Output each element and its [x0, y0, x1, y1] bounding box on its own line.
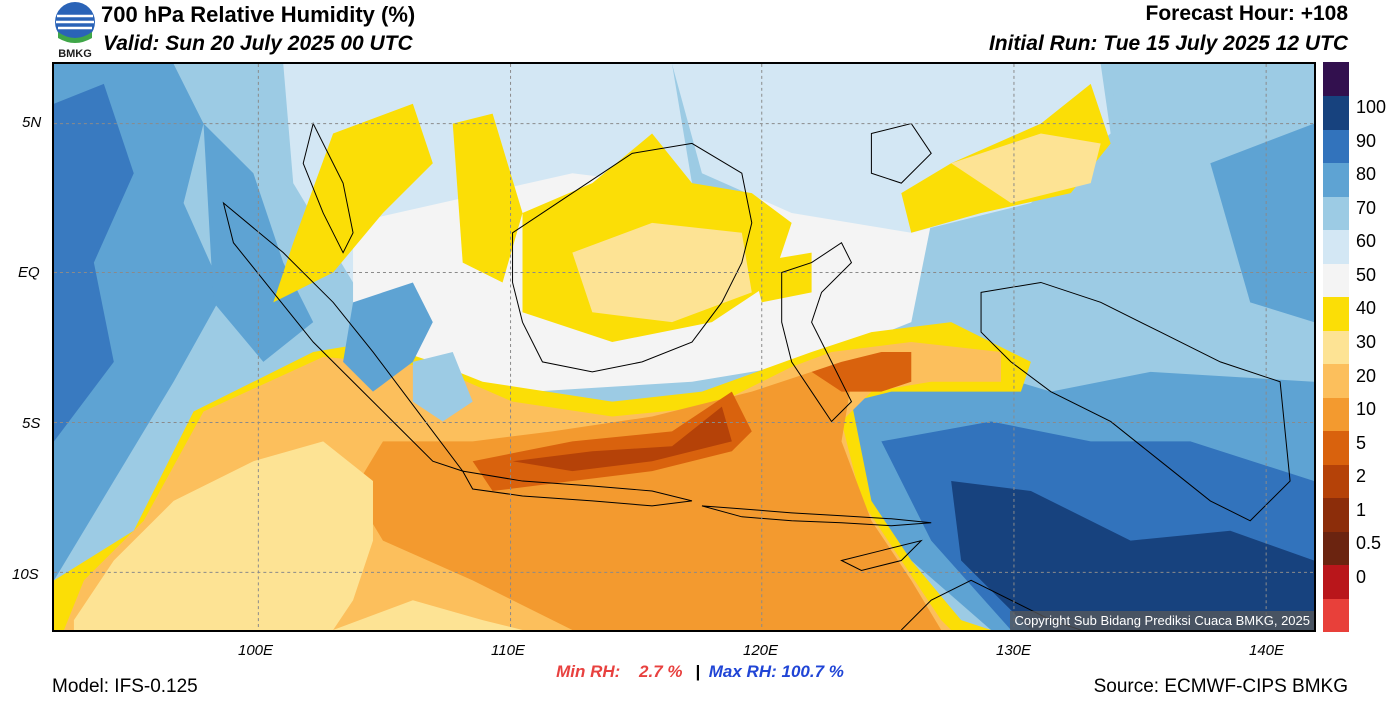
logo-text: BMKG — [58, 48, 92, 60]
rh-separator: | — [695, 662, 701, 681]
colorbar-label: 2 — [1356, 466, 1367, 487]
lon-label-130e: 130E — [996, 642, 1032, 659]
colorbar-segment — [1323, 497, 1349, 532]
colorbar-label: 90 — [1356, 130, 1377, 151]
source-label: Source: ECMWF-CIPS BMKG — [1093, 676, 1348, 697]
forecast-hour: Forecast Hour: +108 — [1145, 2, 1349, 25]
lat-label-5s: 5S — [22, 415, 41, 432]
colorbar-segment — [1323, 363, 1349, 398]
colorbar-segment — [1323, 464, 1349, 499]
colorbar-segment — [1323, 129, 1349, 164]
lat-label-10s: 10S — [12, 566, 39, 583]
rh-stats: Min RH: 2.7 % | Max RH: 100.7 % — [0, 662, 1400, 686]
lon-label-110e: 110E — [491, 642, 525, 659]
colorbar-segment — [1323, 263, 1349, 298]
bmkg-logo: BMKG — [55, 2, 95, 60]
max-rh-label: Max RH: — [708, 662, 777, 681]
max-rh-value: 100.7 % — [781, 662, 844, 681]
colorbar — [1323, 62, 1349, 633]
initial-run: Initial Run: Tue 15 July 2025 12 UTC — [988, 32, 1348, 55]
colorbar-segment — [1323, 229, 1349, 264]
min-rh-value: 2.7 % — [639, 662, 683, 681]
colorbar-segment — [1323, 296, 1349, 331]
chart-title: 700 hPa Relative Humidity (%) — [101, 2, 416, 27]
colorbar-segment — [1323, 62, 1349, 97]
colorbar-label: 0.5 — [1356, 533, 1382, 554]
humidity-map — [52, 62, 1316, 632]
min-rh-label: Min RH: — [556, 662, 621, 681]
lon-label-120e: 120E — [743, 642, 779, 659]
colorbar-label: 30 — [1356, 331, 1377, 352]
lat-label-eq: EQ — [18, 264, 40, 281]
colorbar-label: 70 — [1356, 197, 1377, 218]
colorbar-label: 40 — [1356, 298, 1377, 319]
colorbar-label: 10 — [1356, 399, 1377, 420]
colorbar-label: 100 — [1356, 97, 1387, 118]
lon-label-100e: 100E — [238, 642, 274, 659]
model-label: Model: IFS-0.125 — [52, 676, 198, 697]
copyright-label: Copyright Sub Bidang Prediksi Cuaca BMKG… — [1010, 611, 1314, 630]
colorbar-segment — [1323, 397, 1349, 432]
colorbar-label: 5 — [1356, 432, 1367, 453]
colorbar-segment — [1323, 95, 1349, 130]
colorbar-label: 80 — [1356, 164, 1377, 185]
lat-label-5n: 5N — [22, 114, 42, 131]
colorbar-segment — [1323, 196, 1349, 231]
colorbar-label: 60 — [1356, 231, 1377, 252]
lon-label-140e: 140E — [1249, 642, 1285, 659]
colorbar-label: 0 — [1356, 566, 1367, 587]
colorbar-label: 50 — [1356, 264, 1377, 285]
colorbar-segment — [1323, 162, 1349, 197]
colorbar-label: 20 — [1356, 365, 1377, 386]
colorbar-segment — [1323, 564, 1349, 599]
colorbar-label: 1 — [1356, 499, 1367, 520]
valid-time: Valid: Sun 20 July 2025 00 UTC — [103, 32, 413, 55]
colorbar-segment — [1323, 598, 1349, 633]
colorbar-segment — [1323, 531, 1349, 566]
colorbar-segment — [1323, 330, 1349, 365]
colorbar-segment — [1323, 430, 1349, 465]
